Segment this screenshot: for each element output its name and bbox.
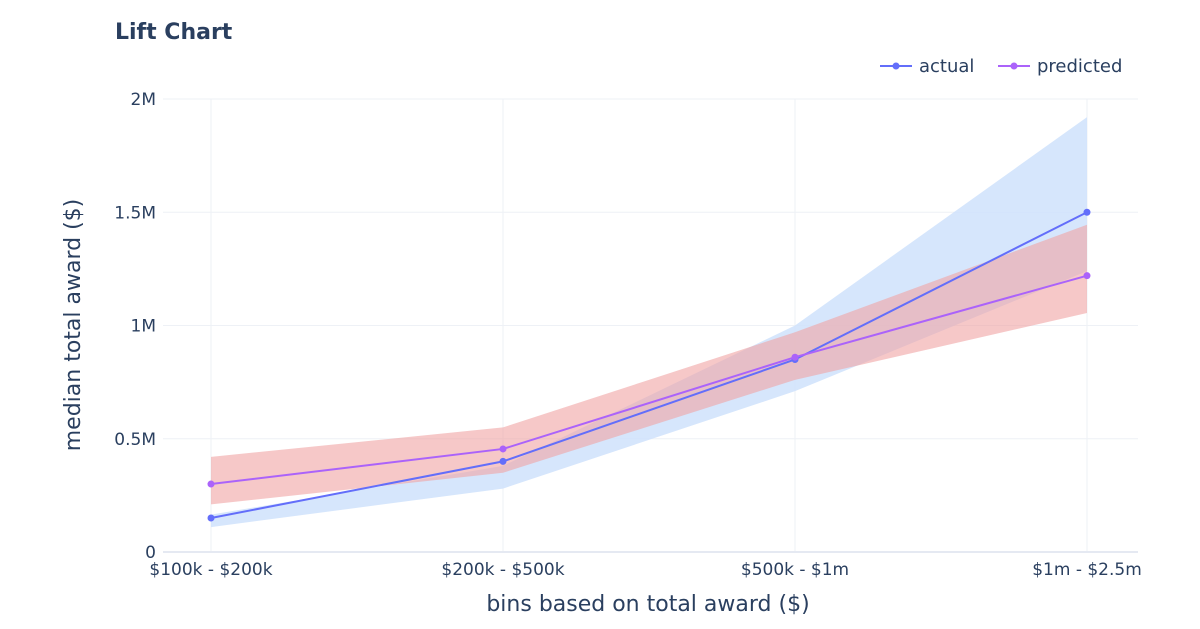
point-predicted[interactable] — [207, 480, 215, 488]
point-predicted[interactable] — [791, 353, 799, 361]
y-tick-label: 1.5M — [114, 203, 156, 223]
x-tick-label: $500k - $1m — [741, 560, 849, 580]
y-tick-label: 0.5M — [114, 430, 156, 450]
legend-swatch-marker — [892, 62, 900, 70]
point-predicted[interactable] — [499, 445, 507, 453]
legend-item-predicted[interactable]: predicted — [998, 56, 1122, 77]
y-tick-label: 0 — [145, 543, 156, 563]
axis-ticks: 0 0.5M 1M 1.5M 2M $100k - $200k $200k - $500k $… — [114, 90, 1141, 580]
point-actual[interactable] — [207, 514, 215, 522]
y-tick-label: 2M — [131, 90, 156, 110]
point-predicted[interactable] — [1083, 272, 1091, 280]
legend-swatch-marker — [1010, 62, 1018, 70]
confidence-bands — [211, 117, 1087, 528]
band-predicted — [211, 224, 1087, 505]
chart-title: Lift Chart — [115, 20, 233, 45]
y-axis-title: median total award ($) — [61, 199, 86, 452]
legend-label: actual — [919, 56, 974, 77]
series-lines — [207, 208, 1091, 522]
x-tick-label: $1m - $2.5m — [1032, 560, 1142, 580]
point-actual[interactable] — [499, 457, 507, 465]
line-predicted — [210, 274, 1088, 486]
legend[interactable]: actual predicted — [880, 56, 1122, 77]
x-axis-title: bins based on total award ($) — [486, 592, 809, 617]
y-tick-label: 1M — [131, 317, 156, 337]
legend-label: predicted — [1037, 56, 1122, 77]
legend-item-actual[interactable]: actual — [880, 56, 974, 77]
x-tick-label: $200k - $500k — [441, 560, 564, 580]
x-tick-label: $100k - $200k — [149, 560, 272, 580]
point-actual[interactable] — [1083, 208, 1091, 216]
line-actual — [210, 211, 1088, 520]
